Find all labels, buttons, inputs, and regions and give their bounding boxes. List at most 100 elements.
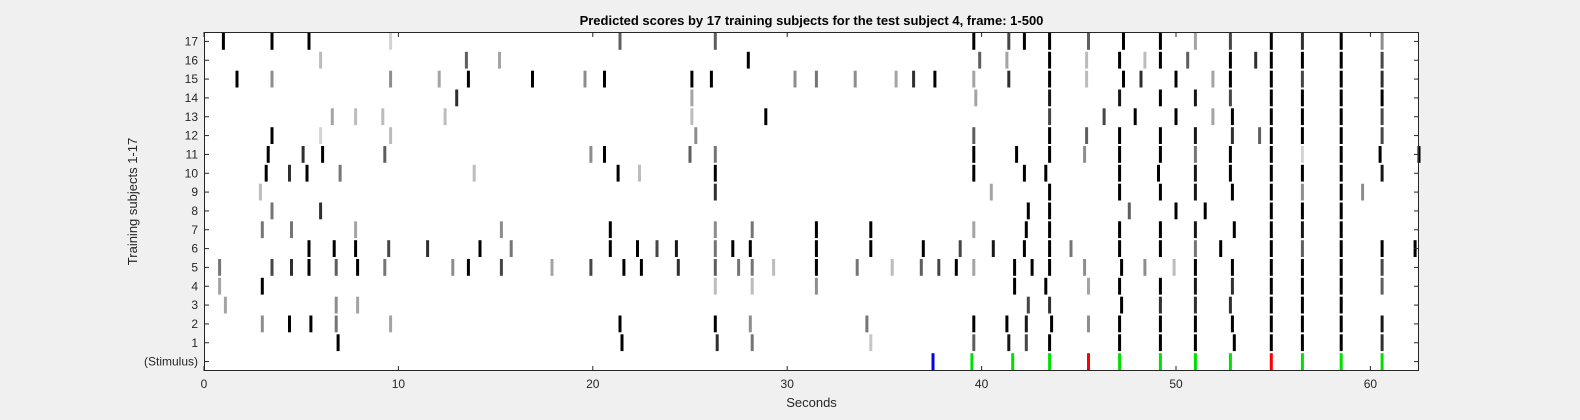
score-cell-subject-14-11 xyxy=(1380,89,1384,107)
score-cell-subject-15-0 xyxy=(235,70,239,88)
score-cell-subject-15-11 xyxy=(814,70,818,88)
score-cell-subject-3-4 xyxy=(1048,296,1052,314)
score-cell-subject-15-8 xyxy=(690,70,694,88)
score-cell-subject-13-2 xyxy=(381,108,385,126)
y-tick-label-17: 17 xyxy=(185,34,199,48)
score-cell-subject-3-11 xyxy=(1339,296,1343,314)
score-cell-subject-7-17 xyxy=(1300,221,1304,239)
score-cell-subject-1-7 xyxy=(1024,334,1028,352)
score-cell-subject-5-17 xyxy=(750,259,754,276)
score-cell-subject-9-2 xyxy=(989,183,993,201)
y-tick-label-15: 15 xyxy=(185,72,199,86)
score-cell-subject-13-3 xyxy=(443,108,447,126)
score-cell-subject-7-12 xyxy=(1118,221,1122,239)
score-cell-subject-2-0 xyxy=(260,315,264,333)
score-cell-subject-1-15 xyxy=(1339,334,1343,352)
score-cell-subject-16-5 xyxy=(1005,51,1009,69)
score-cell-subject-14-1 xyxy=(690,89,694,107)
score-cell-subject-14-8 xyxy=(1269,89,1273,107)
score-cell-subject-10-8 xyxy=(972,164,976,182)
score-cell-subject-7-6 xyxy=(750,221,754,239)
score-cell-subject-10-3 xyxy=(338,164,342,182)
score-cell-subject-4-11 xyxy=(1230,277,1234,295)
score-cell-subject-10-13 xyxy=(1193,164,1197,182)
score-cell-subject-16-7 xyxy=(1085,51,1089,69)
score-cell-subject-5-36 xyxy=(1300,259,1304,276)
score-cell-subject-3-5 xyxy=(1120,296,1124,314)
score-cell-subject-1-12 xyxy=(1232,334,1236,352)
stimulus-mark-11 xyxy=(1339,353,1343,370)
score-cell-subject-2-13 xyxy=(1087,315,1090,333)
score-cell-subject-12-8 xyxy=(1158,127,1162,144)
score-cell-subject-10-12 xyxy=(1157,164,1160,182)
score-cell-subject-13-12 xyxy=(1269,108,1273,126)
score-cell-subject-6-17 xyxy=(958,240,962,257)
score-cell-subject-14-5 xyxy=(1158,89,1162,107)
score-cell-subject-8-1 xyxy=(319,202,323,220)
score-cell-subject-9-8 xyxy=(1269,183,1273,201)
score-cell-subject-15-15 xyxy=(933,70,937,88)
score-cell-subject-11-7 xyxy=(713,146,717,163)
score-cell-subject-8-3 xyxy=(1048,202,1052,220)
score-cell-subject-6-22 xyxy=(1118,240,1122,257)
y-tick-label-14: 14 xyxy=(185,91,199,105)
score-cell-subject-9-6 xyxy=(1193,183,1197,201)
score-cell-subject-3-1 xyxy=(334,296,338,314)
score-cell-subject-13-10 xyxy=(1211,108,1215,126)
y-tick-label-8: 8 xyxy=(191,204,198,218)
score-cell-subject-5-38 xyxy=(1380,259,1384,276)
score-cell-subject-12-9 xyxy=(1193,127,1197,144)
score-cell-subject-13-8 xyxy=(1133,108,1137,126)
score-cell-subject-13-0 xyxy=(330,108,334,126)
score-cell-subject-2-3 xyxy=(334,315,338,333)
score-cell-subject-10-0 xyxy=(264,164,268,182)
score-cell-subject-6-29 xyxy=(1380,240,1384,257)
score-cell-subject-15-13 xyxy=(894,70,898,88)
score-cell-subject-10-4 xyxy=(472,164,476,182)
score-cell-subject-9-3 xyxy=(1048,183,1052,201)
score-cell-subject-17-1 xyxy=(270,33,274,50)
score-cell-subject-15-7 xyxy=(603,70,606,88)
score-cell-subject-6-25 xyxy=(1219,240,1223,257)
y-axis-title: Training subjects 1-17 xyxy=(125,138,140,265)
score-cell-subject-7-7 xyxy=(814,221,818,239)
score-cell-subject-6-11 xyxy=(713,240,717,257)
score-cell-subject-13-1 xyxy=(354,108,358,126)
score-cell-subject-6-2 xyxy=(354,240,358,257)
score-cell-subject-2-16 xyxy=(1193,315,1197,333)
x-tick-label-6: 60 xyxy=(1364,377,1378,391)
score-cell-subject-16-15 xyxy=(1300,51,1304,69)
score-cell-subject-2-12 xyxy=(1050,315,1054,333)
score-cell-subject-10-15 xyxy=(1269,164,1273,182)
y-tick-label-1: 1 xyxy=(191,336,198,350)
score-cell-subject-16-12 xyxy=(1228,51,1232,69)
score-cell-subject-8-4 xyxy=(1127,202,1131,220)
score-cell-subject-3-9 xyxy=(1269,296,1273,314)
score-cell-subject-4-3 xyxy=(750,277,754,295)
score-cell-subject-11-14 xyxy=(1193,146,1197,163)
score-cell-subject-17-3 xyxy=(389,33,393,50)
score-cell-subject-12-0 xyxy=(270,127,274,144)
score-cell-subject-17-18 xyxy=(1380,33,1384,50)
score-cell-subject-15-16 xyxy=(972,70,976,88)
score-cell-subject-7-9 xyxy=(972,221,976,239)
score-cell-subject-5-24 xyxy=(954,259,958,276)
score-cell-subject-11-8 xyxy=(972,146,976,163)
score-cell-subject-5-27 xyxy=(1030,259,1034,276)
score-cell-subject-2-8 xyxy=(865,315,869,333)
score-cell-subject-13-7 xyxy=(1102,108,1106,126)
stimulus-mark-3 xyxy=(1048,353,1052,370)
y-tick-label-5: 5 xyxy=(191,260,198,274)
score-cell-subject-2-10 xyxy=(1005,315,1009,333)
score-cell-subject-4-0 xyxy=(218,277,222,295)
score-cell-subject-5-3 xyxy=(307,259,311,276)
y-tick-label-16: 16 xyxy=(185,53,199,67)
score-cell-subject-16-0 xyxy=(319,51,323,69)
score-cell-subject-7-10 xyxy=(1024,221,1028,239)
score-cell-subject-10-16 xyxy=(1300,164,1304,182)
score-cell-subject-2-19 xyxy=(1300,315,1304,333)
score-cell-subject-16-16 xyxy=(1339,51,1343,69)
score-cell-subject-16-4 xyxy=(978,51,982,69)
score-cell-subject-11-6 xyxy=(688,146,692,163)
